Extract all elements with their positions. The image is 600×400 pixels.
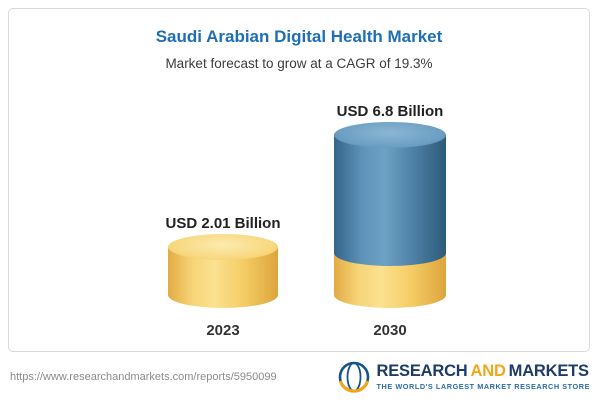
- logo-globe-icon: [338, 361, 369, 393]
- logo-word-and: AND: [470, 361, 506, 380]
- logo-word-research: RESEARCH: [376, 361, 468, 380]
- bar-2030-top-segment: [334, 135, 446, 266]
- chart-card: Saudi Arabian Digital Health Market Mark…: [8, 8, 590, 352]
- report-url-link[interactable]: https://www.researchandmarkets.com/repor…: [10, 371, 277, 383]
- bar-2023-top-cap: [168, 234, 278, 260]
- bar-2023: [168, 234, 278, 308]
- logo-wordmark: RESEARCH AND MARKETS: [376, 361, 590, 380]
- value-label-2023: USD 2.01 Billion: [165, 215, 281, 232]
- axis-label-2030: 2030: [373, 322, 407, 339]
- bar-2030-top-cap: [334, 122, 446, 148]
- value-label-2030: USD 6.8 Billion: [336, 103, 444, 120]
- chart-title: Saudi Arabian Digital Health Market: [155, 27, 443, 46]
- logo-text-block: RESEARCH AND MARKETS THE WORLD'S LARGEST M…: [376, 361, 590, 392]
- footer: https://www.researchandmarkets.com/repor…: [0, 356, 600, 398]
- logo-tagline: THE WORLD'S LARGEST MARKET RESEARCH STOR…: [376, 382, 590, 392]
- logo-word-markets: MARKETS: [508, 361, 589, 380]
- axis-label-2023: 2023: [206, 322, 240, 339]
- bar-chart: USD 2.01 Billion USD 6.8 Billion 2023 20…: [9, 9, 589, 351]
- research-and-markets-logo: RESEARCH AND MARKETS THE WORLD'S LARGEST M…: [337, 360, 590, 394]
- bar-2030: [334, 122, 446, 308]
- chart-subtitle: Market forecast to grow at a CAGR of 19.…: [165, 56, 433, 71]
